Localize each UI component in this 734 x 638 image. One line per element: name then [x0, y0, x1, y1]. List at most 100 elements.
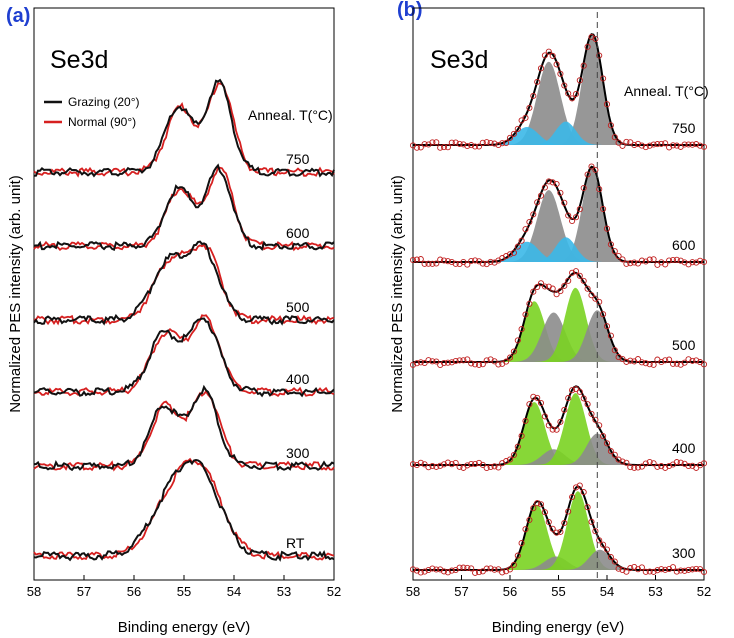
data-point-750 [638, 142, 645, 149]
data-point-300 [468, 565, 475, 572]
data-point-300 [557, 528, 564, 535]
data-point-300 [619, 566, 626, 574]
data-point-500 [658, 358, 665, 366]
grazing-spectrum-600 [33, 163, 335, 252]
data-point-750 [561, 82, 568, 89]
data-point-300 [526, 516, 533, 524]
panel-a-frame [33, 7, 335, 581]
data-point-400 [491, 463, 498, 470]
data-point-600 [440, 257, 448, 264]
panel-a-temp-500: 500 [286, 299, 310, 315]
data-point-400 [611, 451, 618, 458]
data-point-600 [425, 260, 432, 267]
data-point-750 [440, 144, 448, 151]
data-point-750 [545, 48, 552, 55]
data-point-300 [638, 564, 645, 571]
data-point-300 [475, 569, 483, 576]
data-point-750 [534, 78, 541, 85]
data-point-750 [522, 114, 529, 121]
data-point-750 [646, 142, 653, 149]
panel-a-y-axis-title: Normalized PES intensity (arb. unit) [7, 175, 24, 413]
data-point-300 [440, 568, 448, 575]
data-point-750 [700, 143, 708, 150]
data-point-600 [487, 258, 494, 265]
data-point-500 [565, 277, 572, 284]
data-point-300 [425, 566, 432, 574]
panel-b-tick-label: 54 [600, 584, 614, 599]
data-point-400 [627, 464, 634, 471]
data-point-400 [631, 464, 638, 471]
data-point-500 [503, 358, 510, 365]
data-point-750 [607, 122, 614, 129]
data-point-300 [545, 518, 552, 526]
data-point-750 [615, 139, 622, 146]
data-point-500 [514, 337, 521, 344]
data-point-300 [600, 541, 607, 548]
panel-a-tick-label: 52 [327, 584, 341, 599]
data-point-750 [468, 142, 475, 149]
gray-component-750-1 [551, 34, 634, 146]
data-point-600 [437, 256, 444, 263]
blue-component-600-2 [480, 241, 574, 262]
data-point-750 [673, 142, 680, 149]
data-point-400 [522, 417, 529, 424]
green-component-400-0 [491, 402, 577, 465]
data-point-750 [654, 141, 661, 148]
data-point-750 [413, 144, 420, 151]
data-point-300 [673, 568, 680, 575]
data-point-500 [580, 277, 587, 284]
data-point-500 [553, 291, 560, 298]
data-point-400 [700, 460, 708, 467]
data-point-300 [607, 554, 614, 561]
data-point-400 [537, 399, 545, 407]
data-point-500 [506, 354, 514, 361]
legend-label-normal: Normal (90°) [68, 115, 136, 129]
data-point-300 [662, 566, 669, 573]
data-point-300 [541, 509, 548, 516]
data-point-400 [666, 462, 673, 470]
data-point-400 [472, 460, 479, 468]
data-point-400 [503, 458, 510, 465]
data-point-300 [530, 505, 537, 512]
panel-a-x-ticks: 58 57 56 55 54 53 52 [27, 575, 341, 599]
data-point-500 [444, 359, 451, 366]
data-point-600 [417, 256, 424, 263]
panel-a-tick-label: 57 [77, 584, 91, 599]
data-point-500 [638, 359, 645, 366]
data-point-750 [689, 141, 696, 148]
data-point-300 [569, 493, 576, 501]
data-point-750 [596, 52, 603, 59]
data-point-600 [634, 260, 642, 267]
data-point-600 [545, 178, 552, 185]
data-point-750 [580, 62, 587, 69]
data-point-500 [685, 356, 692, 363]
data-point-300 [697, 566, 704, 573]
data-point-600 [646, 256, 653, 263]
data-point-300 [588, 518, 595, 525]
data-point-600 [576, 206, 583, 213]
panel-a-anneal-header: Anneal. T(°C) [248, 107, 333, 123]
blue-component-600-3 [525, 237, 607, 262]
data-point-600 [662, 261, 669, 268]
data-point-600 [518, 237, 525, 244]
data-point-500 [417, 359, 424, 366]
legend-label-grazing: Grazing (20°) [68, 95, 140, 109]
data-point-600 [603, 225, 611, 232]
data-point-400 [619, 458, 626, 465]
data-point-300 [580, 489, 587, 496]
panel-a-x-axis-title: Binding energy (eV) [118, 619, 251, 636]
gray-component-300-3 [557, 549, 643, 570]
data-point-500 [479, 361, 486, 368]
data-point-600 [600, 205, 607, 213]
data-point-600 [607, 241, 614, 248]
data-point-750 [631, 141, 638, 149]
data-point-400 [534, 394, 541, 401]
panel-b-label: (b) [397, 0, 423, 21]
data-point-750 [526, 104, 533, 111]
data-point-500 [673, 360, 680, 367]
data-point-400 [510, 451, 517, 459]
data-point-750 [669, 142, 677, 149]
green-component-300-2 [535, 491, 621, 570]
data-point-600 [522, 226, 529, 233]
